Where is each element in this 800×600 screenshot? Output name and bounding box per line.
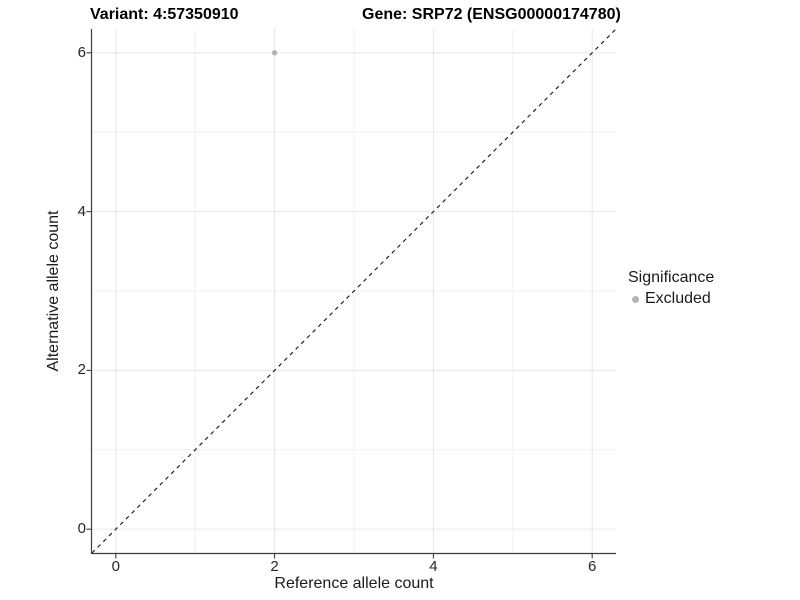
variant-title: Variant: 4:57350910: [90, 6, 239, 23]
y-tick-label-0: 0: [77, 520, 86, 538]
x-axis-label: Reference allele count: [274, 575, 434, 592]
identity-line: [91, 28, 617, 554]
excluded-point-icon: [632, 295, 639, 303]
legend-item-excluded: Excluded: [628, 290, 714, 308]
gene-title: Gene: SRP72 (ENSG00000174780): [362, 6, 621, 23]
y-tick-label-1: 2: [77, 361, 86, 379]
x-tick-label-0: 0: [111, 558, 120, 575]
y-axis-label: Alternative allele count: [45, 210, 62, 372]
x-tick-label-3: 6: [588, 558, 597, 575]
data-point: [271, 50, 278, 56]
y-tick-label-3: 6: [77, 43, 86, 61]
y-tick-label-2: 4: [77, 202, 86, 220]
legend-item-label: Excluded: [645, 290, 711, 307]
x-tick-label-1: 2: [270, 558, 279, 575]
legend: Significance Excluded: [628, 269, 714, 308]
x-tick-label-2: 4: [429, 558, 438, 575]
legend-title: Significance: [628, 269, 715, 286]
